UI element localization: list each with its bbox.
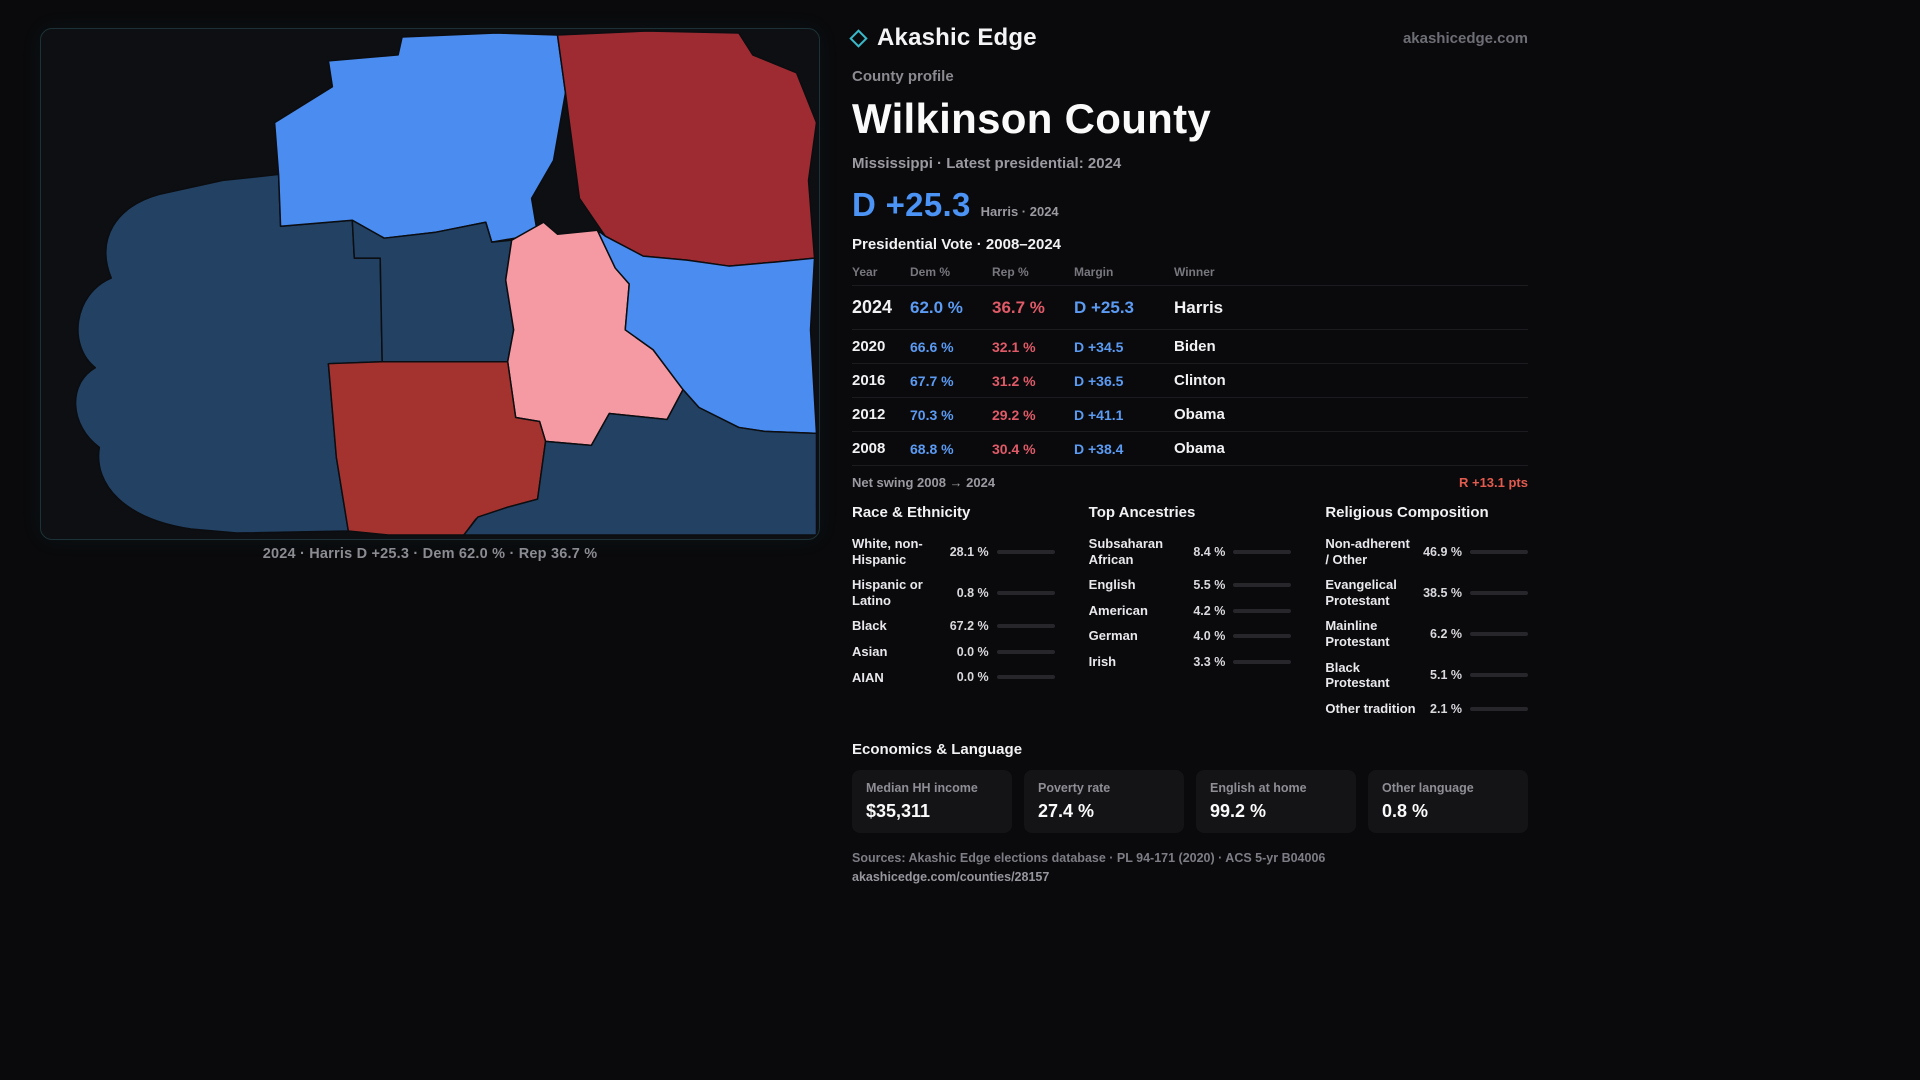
stat-bar [996, 649, 1055, 654]
stat-bar [1233, 659, 1292, 664]
profile-kicker: County profile [852, 68, 954, 85]
demo-row: German 4.0 % [1089, 623, 1292, 649]
stat-bar [1233, 608, 1292, 613]
stat-bar [1470, 549, 1528, 554]
brand-name[interactable]: Akashic Edge [877, 24, 1037, 51]
county-map-panel [40, 28, 820, 540]
demo-row: White, non-Hispanic 28.1 % [852, 531, 1055, 572]
table-row: 2008 68.8 % 30.4 % D +38.4 Obama [852, 431, 1528, 465]
religion-title: Religious Composition [1325, 504, 1489, 521]
demo-row: Asian 0.0 % [852, 639, 1055, 665]
stat-bar [996, 549, 1055, 554]
economics-cards: Median HH income $35,311 Poverty rate 27… [852, 770, 1528, 834]
headline-margin-row: D +25.3 Harris · 2024 [852, 186, 1528, 224]
col-winner: Winner [1174, 265, 1215, 279]
table-row: 2012 70.3 % 29.2 % D +41.1 Obama [852, 397, 1528, 431]
permalink[interactable]: akashicedge.com/counties/28157 [852, 870, 1050, 885]
table-row: 2016 67.7 % 31.2 % D +36.5 Clinton [852, 363, 1528, 397]
sources-line: Sources: Akashic Edge elections database… [852, 851, 1326, 866]
table-row: 2020 66.6 % 32.1 % D +34.5 Biden [852, 329, 1528, 363]
county-profile-panel: Akashic Edge akashicedge.com County prof… [849, 24, 1528, 885]
stat-bar [1470, 590, 1528, 595]
stat-card: Poverty rate 27.4 % [1024, 770, 1184, 834]
table-row: 2024 62.0 % 36.7 % D +25.3 Harris [852, 285, 1528, 329]
col-year: Year [852, 265, 878, 279]
brand-row: Akashic Edge akashicedge.com [849, 24, 1528, 52]
race-title: Race & Ethnicity [852, 504, 971, 521]
religion-column: Religious Composition Non-adherent / Oth… [1325, 504, 1528, 721]
col-margin: Margin [1074, 265, 1114, 279]
county-shape-north [273, 32, 567, 243]
demo-row: English 5.5 % [1089, 572, 1292, 598]
stat-bar [1470, 673, 1528, 678]
profile-subtitle: Mississippi · Latest presidential: 2024 [852, 155, 1122, 172]
ancestry-title: Top Ancestries [1088, 504, 1196, 521]
headline-note: Harris · 2024 [980, 204, 1059, 219]
county-shape-west [74, 173, 383, 534]
race-column: Race & Ethnicity White, non-Hispanic 28.… [852, 504, 1055, 721]
vote-table-header: Year Dem % Rep % Margin Winner [852, 257, 1528, 285]
stat-bar [1470, 631, 1528, 636]
col-dem: Dem % [910, 265, 951, 279]
stat-bar [1233, 634, 1292, 639]
stat-bar [996, 624, 1055, 629]
county-shape-south [463, 388, 818, 536]
county-map [74, 30, 818, 536]
demo-row: Mainline Protestant 6.2 % [1325, 613, 1528, 654]
stat-bar [996, 590, 1055, 595]
demo-row: Non-adherent / Other 46.9 % [1325, 531, 1528, 572]
stat-bar [1470, 706, 1528, 711]
headline-margin: D +25.3 [852, 186, 971, 223]
ancestry-column: Top Ancestries Subsaharan African 8.4 % … [1089, 504, 1292, 721]
demo-row: Subsaharan African 8.4 % [1089, 531, 1292, 572]
stat-card: Median HH income $35,311 [852, 770, 1012, 834]
demo-row: Other tradition 2.1 % [1325, 696, 1528, 722]
stat-card: Other language 0.8 % [1368, 770, 1528, 834]
page-title: Wilkinson County [852, 95, 1212, 142]
map-caption: 2024 · Harris D +25.3 · Dem 62.0 % · Rep… [262, 546, 598, 562]
demo-row: AIAN 0.0 % [852, 665, 1055, 691]
brand-domain-link[interactable]: akashicedge.com [1402, 29, 1528, 47]
economics-title: Economics & Language [852, 741, 1023, 759]
vote-table: Year Dem % Rep % Margin Winner 2024 62.0… [852, 257, 1528, 465]
net-swing-row: Net swing 2008 → 2024 R +13.1 pts [852, 465, 1528, 490]
stat-card: English at home 99.2 % [1196, 770, 1356, 834]
net-swing-label: Net swing 2008 → 2024 [852, 475, 996, 490]
stat-bar [1233, 582, 1292, 587]
stat-bar [996, 675, 1055, 680]
demo-row: Black Protestant 5.1 % [1325, 655, 1528, 696]
brand-diamond-icon [849, 28, 868, 48]
demo-row: Irish 3.3 % [1089, 649, 1292, 675]
demo-row: Evangelical Protestant 38.5 % [1325, 572, 1528, 613]
stat-bar [1233, 549, 1292, 554]
demo-row: American 4.2 % [1089, 598, 1292, 624]
net-swing-value: R +13.1 pts [1458, 475, 1528, 490]
demographics-section: Race & Ethnicity White, non-Hispanic 28.… [852, 504, 1528, 721]
demo-row: Hispanic or Latino 0.8 % [852, 572, 1055, 613]
demo-row: Black 67.2 % [852, 613, 1055, 639]
col-rep: Rep % [992, 265, 1029, 279]
vote-table-title: Presidential Vote · 2008–2024 [852, 236, 1062, 253]
